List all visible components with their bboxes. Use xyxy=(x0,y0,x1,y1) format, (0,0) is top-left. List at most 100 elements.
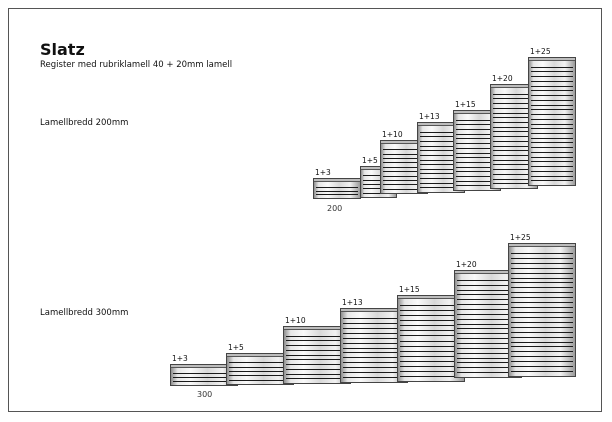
slat-line xyxy=(456,133,498,135)
slat-line xyxy=(420,131,462,133)
register-panel xyxy=(226,353,294,385)
slat-line xyxy=(420,136,462,138)
slat-line xyxy=(457,352,519,354)
page-frame xyxy=(8,8,602,412)
slat-line xyxy=(286,349,348,351)
header-slat xyxy=(361,167,396,170)
slat-line xyxy=(420,159,462,161)
slat-line xyxy=(511,351,573,353)
register-panel xyxy=(313,178,361,199)
slat-line xyxy=(493,140,535,142)
slat-line xyxy=(511,282,573,284)
slat-line xyxy=(457,347,519,349)
slat-line xyxy=(286,345,348,347)
row-label-300: Lamellbredd 300mm xyxy=(40,308,129,318)
slat-line xyxy=(493,98,535,100)
header-slat xyxy=(509,244,575,247)
slat-line xyxy=(286,335,348,337)
slat-line xyxy=(511,292,573,294)
slat-line xyxy=(511,336,573,338)
slat-line xyxy=(420,140,462,142)
header-slat xyxy=(454,111,500,114)
slat-line xyxy=(511,371,573,373)
slat-line xyxy=(343,372,405,374)
slat-line xyxy=(316,194,358,196)
slat-line xyxy=(400,340,462,342)
slat-line xyxy=(229,362,291,364)
slat-line xyxy=(531,170,573,172)
slat-line xyxy=(383,153,425,155)
register-panel xyxy=(170,364,238,386)
slat-line xyxy=(511,331,573,333)
slat-line xyxy=(531,166,573,168)
slat-line xyxy=(343,332,405,334)
header-slat xyxy=(398,296,464,299)
slat-line xyxy=(531,147,573,149)
panel-label: 1+3 xyxy=(172,354,188,363)
slat-line xyxy=(343,362,405,364)
slat-line xyxy=(511,287,573,289)
slat-line xyxy=(229,371,291,372)
slat-line xyxy=(493,155,535,156)
slat-line xyxy=(456,175,498,177)
slat-line xyxy=(493,159,535,161)
slat-line xyxy=(400,375,462,377)
slat-line xyxy=(457,367,519,369)
slat-line xyxy=(457,309,519,310)
slat-line xyxy=(456,185,498,187)
slat-line xyxy=(531,123,573,125)
slat-line xyxy=(420,150,462,152)
slat-line xyxy=(420,168,462,170)
slat-line xyxy=(400,345,462,347)
header-slat xyxy=(171,365,237,368)
panel-label: 1+10 xyxy=(382,130,403,139)
slat-line xyxy=(457,343,519,344)
slat-line xyxy=(511,366,573,368)
slat-line xyxy=(400,355,462,357)
panel-label: 1+5 xyxy=(362,156,378,165)
slat-line xyxy=(493,145,535,147)
slat-line xyxy=(531,156,573,158)
slat-line xyxy=(363,192,394,194)
slat-line xyxy=(531,114,573,116)
slat-line xyxy=(286,368,348,370)
slat-line xyxy=(457,333,519,335)
slat-line xyxy=(343,357,405,359)
slat-line xyxy=(511,307,573,309)
register-panel xyxy=(528,57,576,186)
row-label-200: Lamellbredd 200mm xyxy=(40,118,129,128)
slat-line xyxy=(531,80,573,82)
slat-line xyxy=(286,378,348,380)
slat-line xyxy=(493,164,535,166)
slat-line xyxy=(511,321,573,323)
slat-line xyxy=(511,356,573,358)
slat-line xyxy=(511,341,573,343)
slat-line xyxy=(383,162,425,164)
slat-line xyxy=(456,138,498,140)
slat-line xyxy=(286,359,348,361)
slat-line xyxy=(286,373,348,375)
slat-line xyxy=(531,71,573,73)
slat-line xyxy=(383,188,425,190)
panel-label: 1+20 xyxy=(456,260,477,269)
slat-line xyxy=(531,142,573,144)
slat-line xyxy=(457,284,519,286)
slat-line xyxy=(493,126,535,128)
slat-line xyxy=(493,107,535,109)
slat-line xyxy=(456,171,498,173)
slat-line xyxy=(493,173,535,175)
slat-line xyxy=(493,93,535,95)
slat-line xyxy=(457,318,519,320)
panel-label: 1+5 xyxy=(228,343,244,352)
slat-line xyxy=(400,330,462,332)
slat-line xyxy=(493,131,535,133)
header-slat xyxy=(418,123,464,126)
panel-label: 1+20 xyxy=(492,74,513,83)
slat-line xyxy=(531,128,573,130)
width-label-200: 200 xyxy=(327,204,343,213)
slat-line xyxy=(531,137,573,139)
slat-line xyxy=(511,312,573,313)
slat-line xyxy=(383,175,425,177)
slat-line xyxy=(531,161,573,163)
slat-line xyxy=(229,379,291,381)
